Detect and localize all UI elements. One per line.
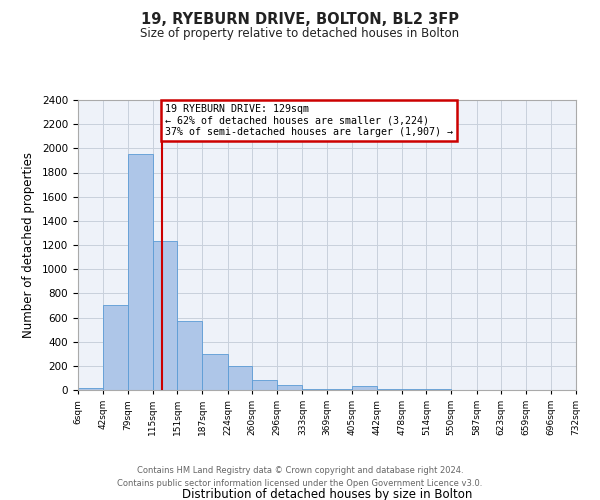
Text: Contains HM Land Registry data © Crown copyright and database right 2024.
Contai: Contains HM Land Registry data © Crown c… (118, 466, 482, 487)
Bar (202, 354, 227, 390)
Bar (377, 389, 402, 390)
Text: Size of property relative to detached houses in Bolton: Size of property relative to detached ho… (140, 28, 460, 40)
Bar (128, 154, 153, 390)
Text: 19 RYEBURN DRIVE: 129sqm
← 62% of detached houses are smaller (3,224)
37% of sem: 19 RYEBURN DRIVE: 129sqm ← 62% of detach… (165, 104, 453, 137)
Bar (227, 366, 252, 390)
Bar (352, 386, 377, 390)
Y-axis label: Number of detached properties: Number of detached properties (22, 152, 35, 338)
Bar (302, 389, 327, 390)
Bar (178, 320, 202, 390)
Bar (78, 388, 103, 390)
Bar (277, 384, 302, 390)
Bar (252, 380, 277, 390)
Bar (153, 242, 178, 390)
Text: 19, RYEBURN DRIVE, BOLTON, BL2 3FP: 19, RYEBURN DRIVE, BOLTON, BL2 3FP (141, 12, 459, 28)
X-axis label: Distribution of detached houses by size in Bolton: Distribution of detached houses by size … (182, 488, 472, 500)
Bar (103, 306, 128, 390)
